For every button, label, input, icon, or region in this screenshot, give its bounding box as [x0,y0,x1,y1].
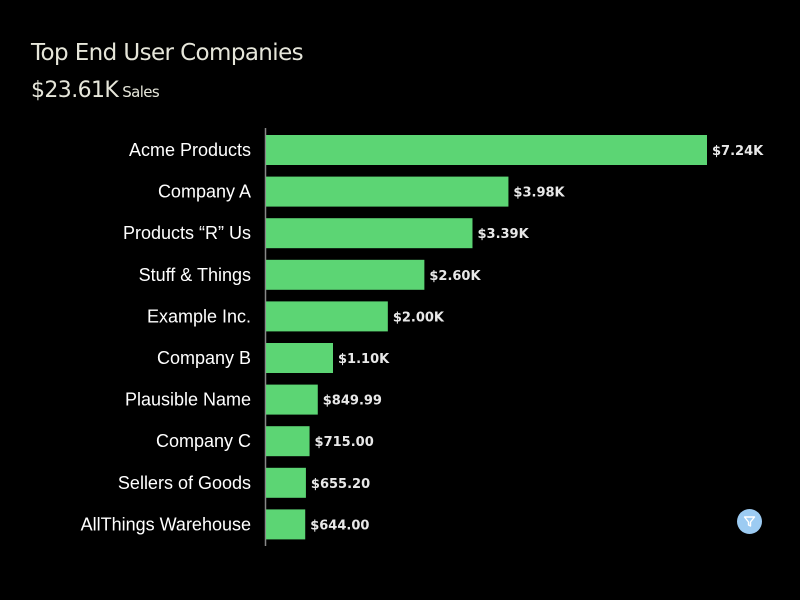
category-label: Products “R” Us [123,223,251,243]
data-label: $3.98K [513,186,565,201]
category-label: Acme Products [129,140,251,160]
bar[interactable] [266,509,306,540]
category-label: Example Inc. [147,306,251,326]
category-label: Company A [158,182,251,202]
filter-button[interactable] [737,509,762,534]
bar[interactable] [266,343,334,373]
bar[interactable] [266,218,473,249]
data-label: $2.60K [429,269,481,284]
total-label: Sales [122,83,160,101]
bar[interactable] [266,176,509,207]
category-label: AllThings Warehouse [81,514,251,534]
data-label: $1.10K [338,352,390,367]
filter-icon [743,516,756,527]
data-label: $3.39K [477,227,529,242]
total-sales: $23.61K Sales [31,78,160,103]
bar[interactable] [266,384,318,415]
data-label: $655.20 [311,477,370,492]
category-label: Company B [157,348,251,368]
bar[interactable] [266,259,425,290]
total-value: $23.61K [31,78,119,103]
bar[interactable] [266,467,306,498]
category-label: Company C [156,431,251,451]
bar[interactable] [266,135,707,165]
chart-title: Top End User Companies [31,40,304,66]
data-label: $849.99 [323,394,382,409]
category-label: Stuff & Things [139,265,251,285]
bar[interactable] [266,426,310,457]
data-label: $715.00 [315,435,374,450]
bar[interactable] [266,301,388,332]
category-label: Sellers of Goods [118,473,251,493]
data-label: $2.00K [393,310,445,325]
data-label: $7.24K [712,144,764,159]
data-label: $644.00 [310,518,369,533]
category-label: Plausible Name [125,390,251,410]
